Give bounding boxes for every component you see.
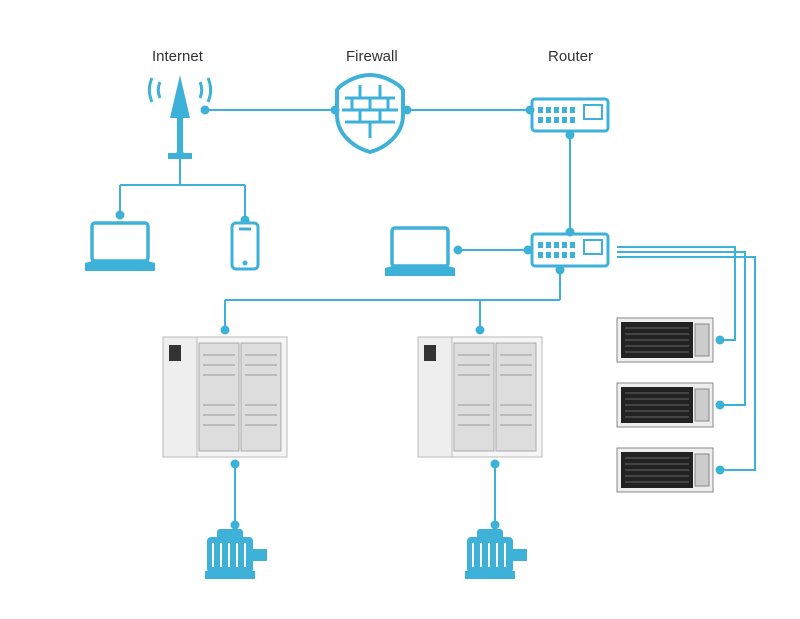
laptop-icon: [385, 228, 455, 276]
router-icon: [532, 99, 608, 131]
router-label: Router: [548, 48, 593, 65]
motor-icon: [205, 529, 267, 579]
firewall-icon: [337, 75, 403, 152]
rack-unit-icon: [617, 383, 713, 427]
internet-icon: [149, 75, 210, 159]
cabinet-icon: [418, 337, 542, 457]
diagram-canvas: [0, 0, 800, 619]
firewall-label: Firewall: [346, 48, 398, 65]
switch-icon: [532, 234, 608, 266]
phone-icon: [232, 223, 258, 269]
laptop-icon: [85, 223, 155, 271]
rack-unit-icon: [617, 318, 713, 362]
motor-icon: [465, 529, 527, 579]
cabinet-icon: [163, 337, 287, 457]
rack-unit-icon: [617, 448, 713, 492]
internet-label: Internet: [152, 48, 203, 65]
